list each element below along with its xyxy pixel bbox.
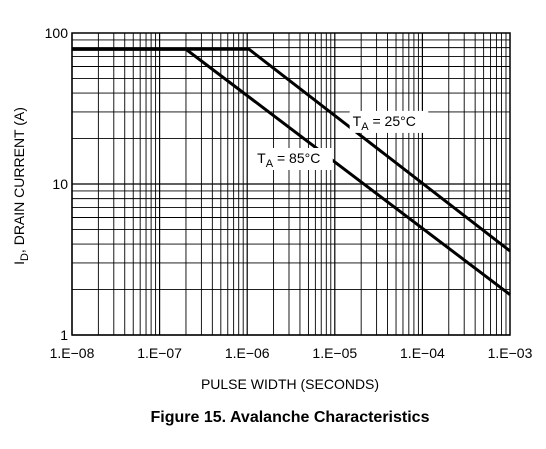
annotation-layer: TA = 25°C TA = 85°C	[254, 110, 429, 171]
x-tick-label: 1.E−06	[225, 345, 270, 361]
x-tick-labels: 1.E−08 1.E−07 1.E−06 1.E−05 1.E−04 1.E−03	[50, 345, 533, 361]
x-axis-label: PULSE WIDTH (SECONDS)	[201, 376, 379, 392]
series-label-ta-25c: TA = 25°C	[353, 113, 416, 133]
x-tick-label: 1.E−04	[400, 345, 445, 361]
x-tick-label: 1.E−07	[137, 345, 182, 361]
series-label-background	[349, 110, 429, 133]
y-tick-label: 10	[52, 176, 68, 192]
series-line-ta-85c	[72, 47, 511, 296]
y-axis-label: ID, DRAIN CURRENT (A)	[11, 107, 31, 265]
series-label-ta-85c: TA = 85°C	[257, 150, 320, 170]
series-layer	[72, 47, 511, 296]
grid	[71, 33, 510, 336]
x-tick-label: 1.E−03	[488, 345, 533, 361]
x-tick-label: 1.E−05	[312, 345, 357, 361]
y-tick-label: 100	[45, 25, 69, 41]
x-tick-label: 1.E−08	[50, 345, 95, 361]
chart-title: Figure 15. Avalanche Characteristics	[151, 409, 430, 426]
y-tick-label: 1	[60, 327, 68, 343]
plot-frame	[71, 32, 511, 336]
y-tick-labels: 1 10 100	[45, 25, 69, 343]
series-label-background	[254, 148, 333, 171]
